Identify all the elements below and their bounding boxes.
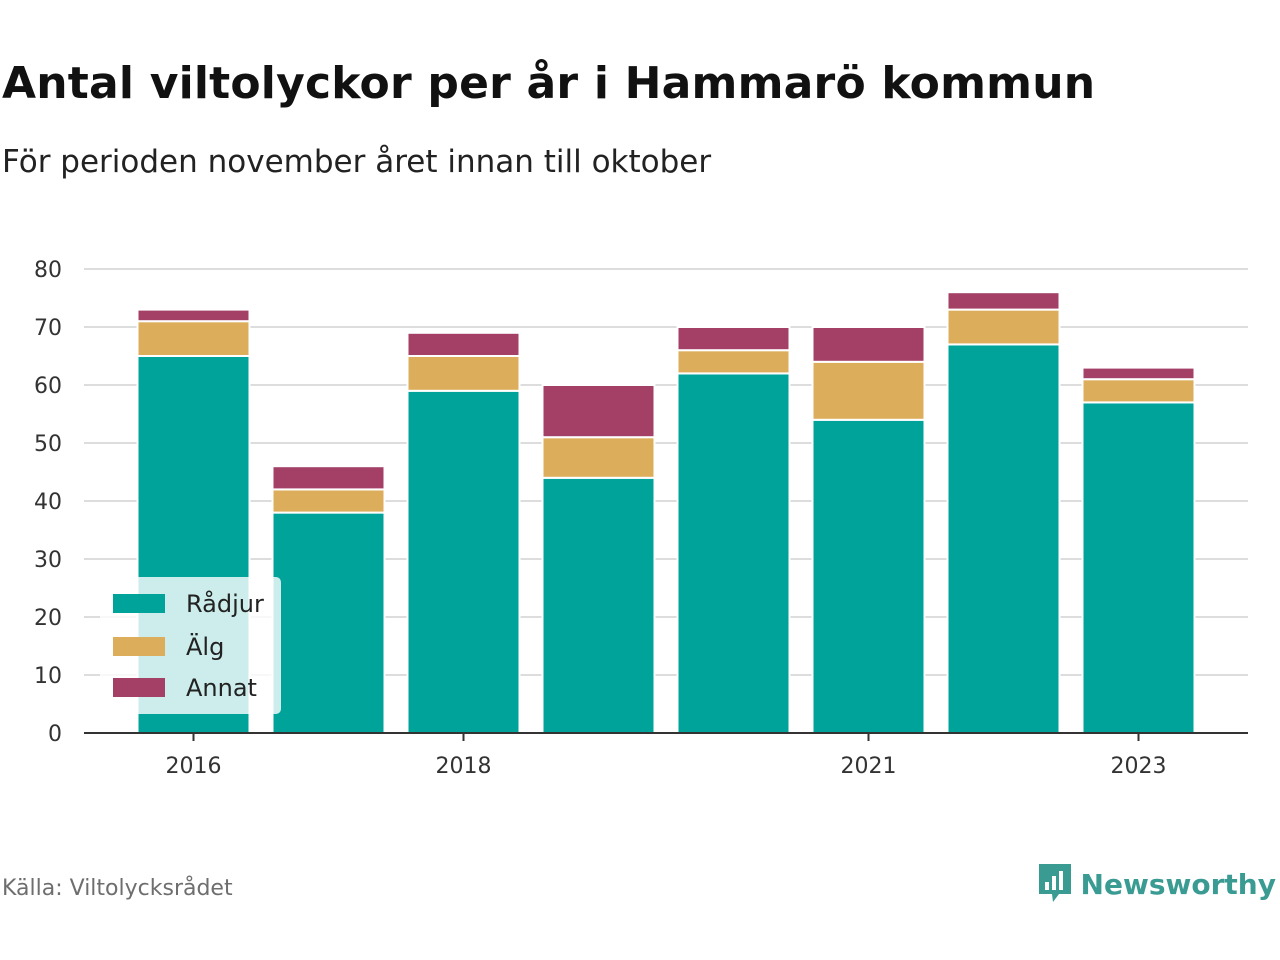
bar-segment xyxy=(811,418,926,734)
bar-segment xyxy=(946,343,1061,734)
chart-title: Antal viltolyckor per år i Hammarö kommu… xyxy=(2,58,1096,109)
bar-segment xyxy=(406,331,521,357)
source-note: Källa: Viltolycksrådet xyxy=(2,876,233,901)
y-tick-label: 10 xyxy=(34,664,62,689)
bar-chart-logo-icon xyxy=(1038,864,1071,902)
bar-segment xyxy=(271,465,386,491)
brand-logo: Newsworthy xyxy=(1037,862,1276,906)
bar-segment xyxy=(1081,378,1196,404)
bar-segment xyxy=(676,349,791,375)
legend: Rådjur Älg Annat xyxy=(100,577,281,714)
bar-segment xyxy=(1081,366,1196,381)
chart-subtitle: För perioden november året innan till ok… xyxy=(2,144,712,180)
x-tick-label: 2016 xyxy=(166,754,222,779)
bars xyxy=(136,291,1196,734)
bar-segment xyxy=(271,511,386,734)
bar-segment xyxy=(406,355,521,392)
legend-label: Älg xyxy=(186,632,224,661)
y-tick-label: 0 xyxy=(48,722,62,747)
bar-segment xyxy=(946,291,1061,311)
y-tick-label: 20 xyxy=(34,606,62,631)
x-tick-label: 2021 xyxy=(841,754,897,779)
bar-segment xyxy=(136,320,251,358)
y-tick-label: 50 xyxy=(34,432,62,457)
bar-segment xyxy=(1081,401,1196,734)
legend-label: Annat xyxy=(186,674,257,702)
x-axis-ticks: 2016 2018 2021 2023 xyxy=(166,733,1167,779)
bar-segment xyxy=(946,308,1061,346)
bar-segment xyxy=(541,476,656,734)
y-tick-label: 40 xyxy=(34,490,62,515)
y-tick-label: 70 xyxy=(34,316,62,341)
y-tick-label: 30 xyxy=(34,548,62,573)
bar-segment xyxy=(811,326,926,363)
legend-label: Rådjur xyxy=(186,589,264,618)
legend-swatch xyxy=(113,637,165,656)
y-axis-ticks: 0 10 20 30 40 50 60 70 80 xyxy=(34,258,62,747)
bar-segment xyxy=(811,360,926,421)
x-tick-label: 2023 xyxy=(1111,754,1167,779)
bar-segment xyxy=(676,372,791,734)
bar-segment xyxy=(541,436,656,479)
legend-swatch xyxy=(113,678,165,697)
y-tick-label: 80 xyxy=(34,258,62,283)
bar-segment xyxy=(136,308,251,323)
y-tick-label: 60 xyxy=(34,374,62,399)
legend-swatch xyxy=(113,594,165,613)
bar-segment xyxy=(541,384,656,439)
x-tick-label: 2018 xyxy=(436,754,492,779)
bar-segment xyxy=(406,389,521,734)
bar-segment xyxy=(271,488,386,514)
brand-name: Newsworthy xyxy=(1080,867,1276,901)
bar-segment xyxy=(676,326,791,352)
